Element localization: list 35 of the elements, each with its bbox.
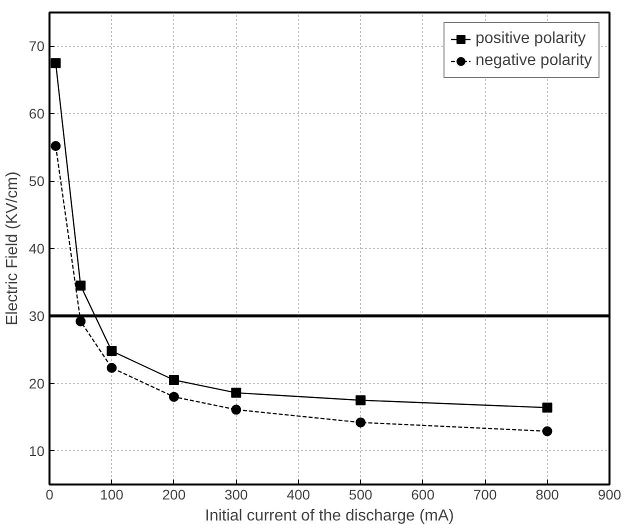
x-tick-label: 800 — [536, 486, 560, 502]
x-tick-label: 900 — [598, 486, 622, 502]
point — [50, 58, 61, 68]
x-tick-label: 300 — [224, 486, 248, 502]
y-tick-label: 70 — [28, 38, 45, 54]
point — [106, 346, 117, 356]
point — [356, 395, 366, 406]
point — [542, 402, 552, 413]
point — [231, 404, 242, 415]
x-tick-label: 600 — [411, 486, 435, 502]
x-tick-label: 400 — [286, 486, 310, 502]
y-tick-label: 60 — [28, 106, 45, 122]
x-tick-label: 0 — [46, 486, 54, 502]
point — [76, 316, 86, 326]
x-axis-title: Initial current of the discharge (mA) — [205, 508, 454, 524]
point — [356, 417, 366, 428]
x-tick-label: 100 — [100, 486, 124, 502]
legend-label: negative polarity — [475, 52, 592, 70]
point — [106, 362, 117, 373]
x-tick-label: 200 — [162, 486, 186, 502]
y-tick-label: 50 — [28, 173, 45, 190]
y-tick-label: 40 — [28, 240, 45, 256]
point — [76, 280, 86, 291]
point — [231, 388, 242, 398]
legend-label: positive polarity — [475, 30, 586, 48]
point — [168, 392, 179, 402]
y-tick-label: 30 — [28, 308, 45, 324]
y-axis-title: Electric Field (KV/cm) — [4, 172, 21, 326]
x-tick-label: 500 — [348, 486, 373, 502]
y-tick-label: 10 — [28, 442, 45, 459]
point — [168, 374, 179, 385]
point — [50, 141, 61, 151]
point — [542, 426, 552, 436]
y-tick-label: 20 — [28, 375, 45, 392]
x-tick-label: 700 — [473, 486, 497, 502]
